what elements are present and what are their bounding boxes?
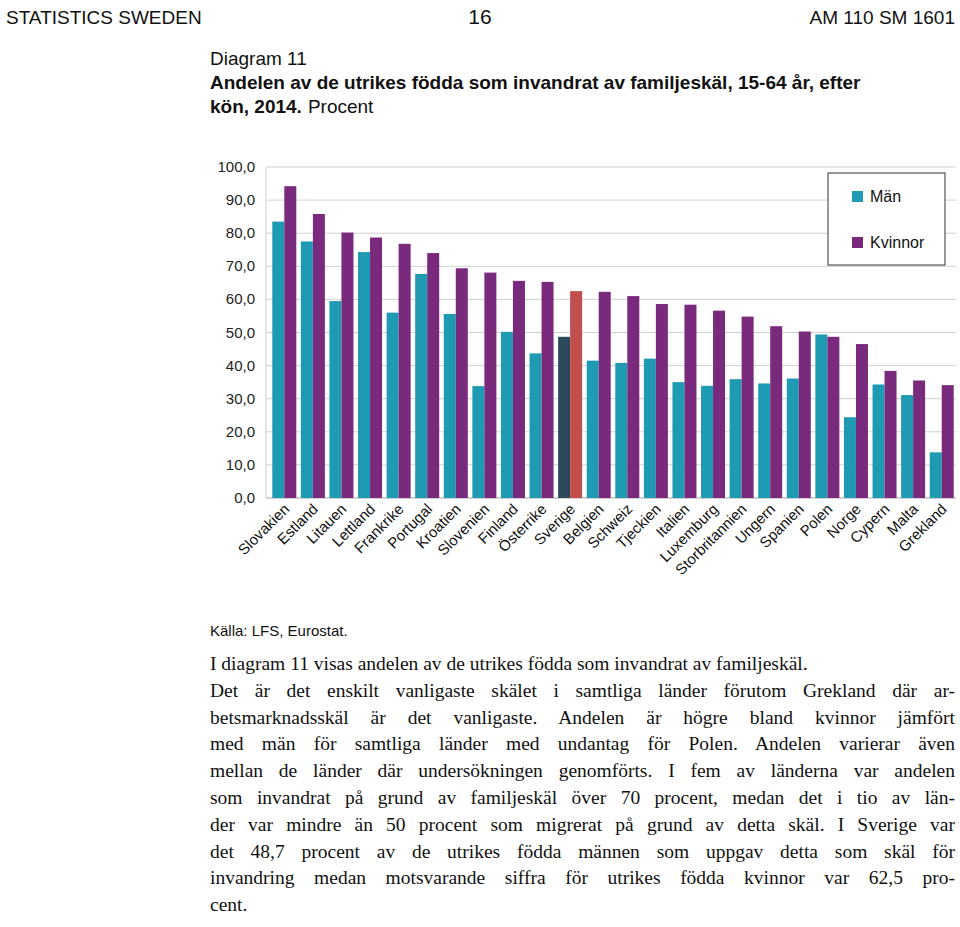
bar: [415, 274, 427, 498]
bar: [627, 296, 639, 498]
bar: [930, 452, 942, 498]
y-tick-label: 40,0: [226, 357, 255, 374]
bar: [272, 222, 284, 498]
bar: [399, 244, 411, 498]
y-tick-label: 30,0: [226, 390, 255, 407]
body-text-line: som invandrat på grund av familjeskäl öv…: [210, 785, 955, 811]
bar: [587, 361, 599, 498]
bar: [313, 214, 325, 498]
y-tick-label: 100,0: [217, 158, 255, 175]
body-text-line: mellan de länder där undersökningen geno…: [210, 758, 955, 784]
y-tick-label: 80,0: [226, 224, 255, 241]
x-tick-label: Grekland: [895, 500, 950, 555]
body-text-line: betsmarknadsskäl är det vanligaste. Ande…: [210, 705, 955, 731]
header-page-number: 16: [468, 5, 491, 28]
bar: [656, 304, 668, 498]
legend-box: [828, 173, 945, 265]
body-text-line: med män för samtliga länder med undantag…: [210, 731, 955, 757]
body-text-line: invandring medan motsvarande siffra för …: [210, 865, 955, 891]
source-note: Källa: LFS, Eurostat.: [210, 622, 348, 639]
grid-line: [266, 167, 956, 168]
y-tick-label: 20,0: [226, 423, 255, 440]
bar: [758, 383, 770, 498]
bar: [815, 334, 827, 498]
bar: [713, 311, 725, 498]
bar: [358, 252, 370, 498]
bar: [599, 292, 611, 498]
header-left: STATISTICS SWEDEN: [6, 7, 202, 28]
bar: [901, 395, 913, 498]
bar: [484, 273, 496, 498]
body-text-line: det 48,7 procent av de utrikes födda män…: [210, 839, 955, 865]
bar: [329, 301, 341, 498]
y-tick-label: 0,0: [234, 489, 255, 506]
bar: [672, 382, 684, 498]
bar: [770, 326, 782, 498]
bar: [644, 359, 656, 498]
body-text-line: der var mindre än 50 procent som migrera…: [210, 812, 955, 838]
y-tick-label: 90,0: [226, 191, 255, 208]
bar: [942, 385, 954, 498]
bar: [530, 353, 542, 498]
y-tick-label: 60,0: [226, 290, 255, 307]
body-text-line: I diagram 11 visas andelen av de utrikes…: [210, 651, 955, 677]
bar: [730, 379, 742, 498]
bar: [701, 386, 713, 498]
bar: [684, 305, 696, 498]
bar: [873, 384, 885, 498]
bar: [856, 344, 868, 498]
bar: [885, 371, 897, 498]
bar: [742, 317, 754, 498]
bar: [542, 282, 554, 498]
bar: [387, 313, 399, 498]
y-tick-label: 50,0: [226, 324, 255, 341]
bar: [615, 363, 627, 498]
chart-unit: Procent: [308, 96, 374, 117]
bar: [284, 186, 296, 498]
bar: [341, 233, 353, 498]
legend-swatch: [852, 237, 863, 248]
bar: [370, 238, 382, 498]
bar: [513, 281, 525, 498]
bar: [472, 386, 484, 498]
bar: [444, 314, 456, 498]
header-right: AM 110 SM 1601: [810, 7, 955, 28]
legend-label: Män: [870, 188, 901, 205]
chart-subtitle: kön, 2014.: [210, 96, 302, 117]
bar: [787, 379, 799, 498]
y-axis-line: [266, 167, 267, 498]
bar: [570, 291, 582, 498]
bar: [913, 380, 925, 498]
bar: [558, 337, 570, 498]
bar: [501, 332, 513, 498]
body-text-line: Det är det enskilt vanligaste skälet i s…: [210, 678, 955, 704]
bar: [799, 332, 811, 498]
body-text-line: cent.: [210, 892, 955, 918]
chart-subtitle: Andelen av de utrikes födda som invandra…: [210, 72, 861, 93]
legend-swatch: [852, 191, 863, 202]
y-tick-label: 70,0: [226, 257, 255, 274]
page: {"header": {"left": "STATISTICS SWEDEN",…: [0, 0, 960, 927]
bar: [427, 253, 439, 498]
legend-label: Kvinnor: [870, 234, 925, 251]
bar: [827, 337, 839, 498]
bar: [844, 417, 856, 498]
bar: [301, 241, 313, 498]
chart-title: Diagram 11: [210, 48, 307, 69]
y-tick-label: 10,0: [226, 456, 255, 473]
bar: [456, 268, 468, 498]
